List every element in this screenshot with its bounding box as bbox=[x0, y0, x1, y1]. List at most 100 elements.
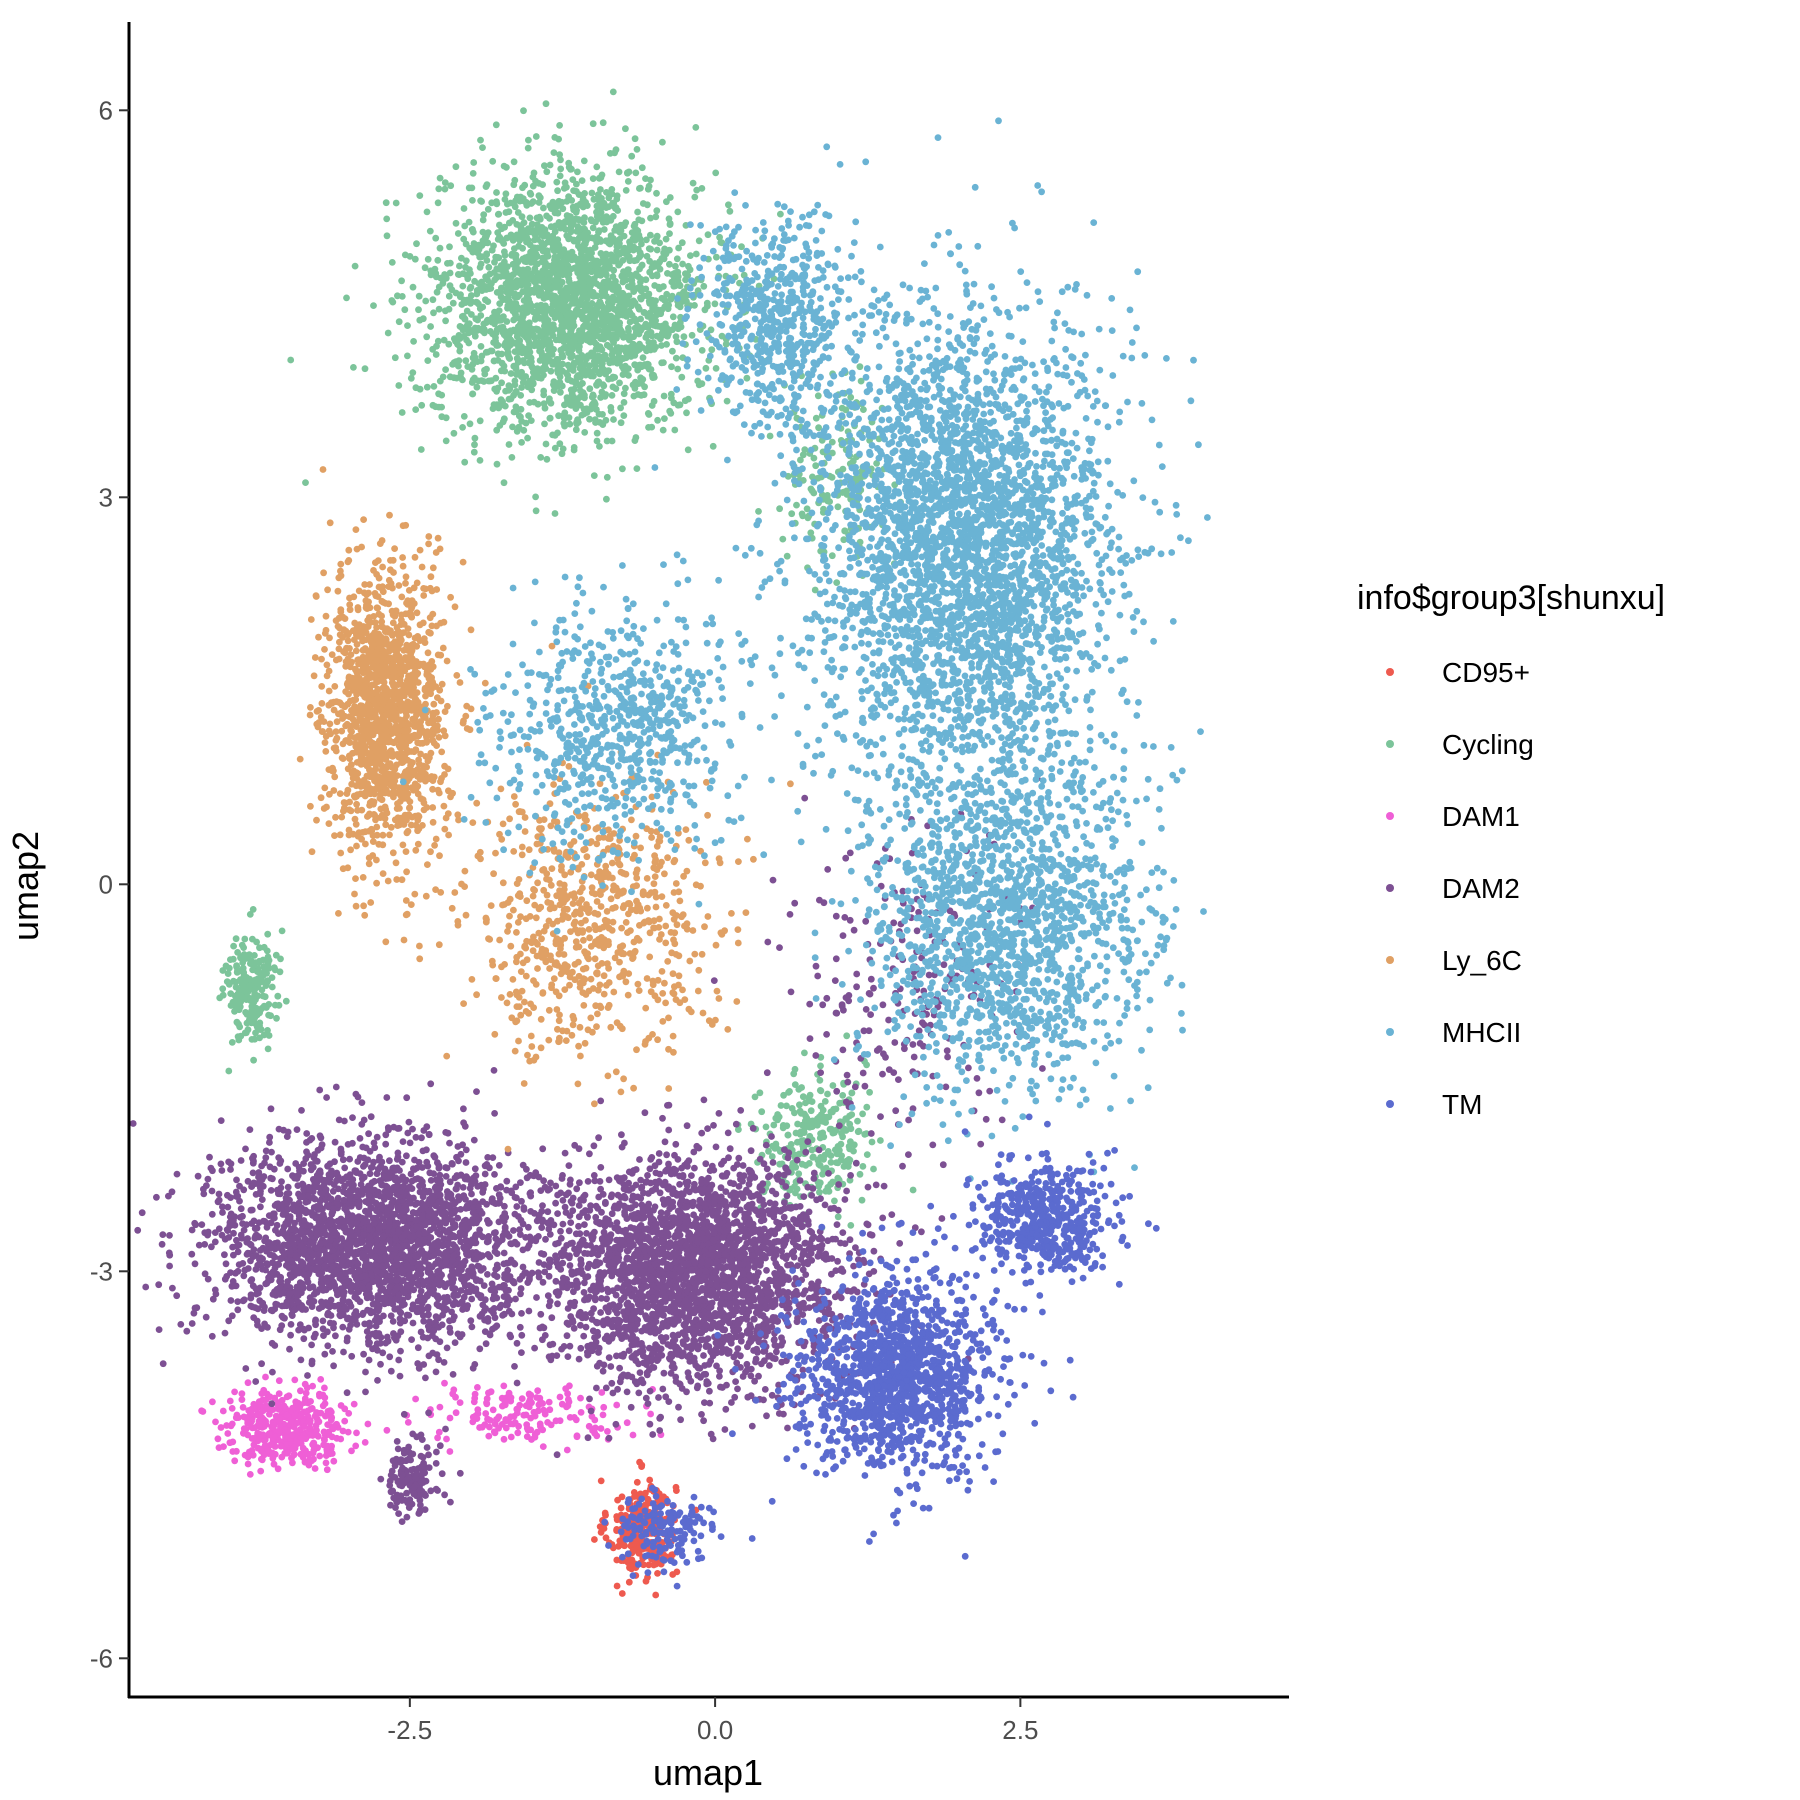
scatter-point bbox=[466, 266, 473, 273]
scatter-point bbox=[646, 299, 653, 307]
scatter-point bbox=[586, 385, 594, 393]
scatter-point bbox=[183, 1327, 191, 1335]
scatter-point bbox=[239, 982, 247, 989]
scatter-point bbox=[518, 417, 525, 425]
scatter-point bbox=[484, 1271, 491, 1278]
scatter-point bbox=[219, 985, 227, 993]
scatter-point bbox=[647, 231, 654, 239]
scatter-point bbox=[474, 1406, 482, 1414]
scatter-point bbox=[586, 362, 593, 369]
scatter-point bbox=[391, 354, 399, 362]
scatter-point bbox=[639, 200, 647, 207]
scatter-point bbox=[405, 1311, 413, 1319]
scatter-point bbox=[599, 360, 606, 367]
scatter-point bbox=[442, 366, 449, 373]
scatter-point bbox=[635, 305, 643, 313]
scatter-point bbox=[276, 1417, 284, 1425]
scatter-point bbox=[637, 287, 645, 295]
scatter-point bbox=[622, 219, 630, 227]
scatter-point bbox=[578, 246, 586, 254]
scatter-point bbox=[482, 273, 489, 281]
scatter-point bbox=[468, 1323, 476, 1331]
scatter-point bbox=[833, 579, 841, 586]
scatter-point bbox=[575, 287, 582, 294]
scatter-point bbox=[616, 251, 623, 258]
scatter-point bbox=[603, 473, 611, 481]
scatter-point bbox=[673, 338, 681, 346]
scatter-point bbox=[554, 429, 561, 437]
scatter-point bbox=[656, 265, 664, 273]
scatter-point bbox=[856, 363, 864, 371]
scatter-point bbox=[799, 1093, 807, 1101]
scatter-point bbox=[847, 393, 855, 401]
scatter-point bbox=[541, 420, 548, 428]
scatter-point bbox=[617, 419, 625, 427]
scatter-point bbox=[222, 962, 230, 970]
scatter-point bbox=[592, 419, 599, 426]
scatter-point bbox=[529, 198, 537, 206]
scatter-point bbox=[810, 454, 818, 462]
scatter-point bbox=[512, 403, 520, 411]
scatter-point bbox=[476, 1424, 483, 1431]
scatter-point bbox=[297, 1450, 305, 1458]
scatter-point bbox=[198, 1407, 206, 1415]
scatter-point bbox=[637, 295, 645, 303]
scatter-point bbox=[550, 149, 558, 157]
scatter-point bbox=[834, 503, 842, 511]
scatter-point bbox=[510, 316, 517, 324]
scatter-point bbox=[477, 343, 485, 350]
scatter-point bbox=[600, 1525, 608, 1532]
scatter-point bbox=[688, 331, 696, 339]
scatter-point bbox=[470, 1136, 478, 1144]
scatter-point bbox=[541, 311, 548, 319]
scatter-point bbox=[565, 163, 573, 171]
scatter-point bbox=[701, 306, 709, 314]
scatter-point bbox=[641, 383, 648, 391]
scatter-point bbox=[465, 329, 472, 337]
scatter-point bbox=[570, 444, 578, 451]
scatter-point bbox=[489, 317, 497, 325]
scatter-point bbox=[438, 391, 446, 399]
scatter-point bbox=[609, 296, 617, 304]
scatter-point bbox=[662, 320, 669, 328]
scatter-point bbox=[556, 305, 564, 313]
scatter-point bbox=[532, 250, 540, 258]
scatter-point bbox=[613, 195, 621, 203]
scatter-point bbox=[276, 968, 284, 976]
scatter-point bbox=[301, 1399, 308, 1406]
scatter-point bbox=[397, 1347, 404, 1355]
scatter-point bbox=[829, 1129, 837, 1137]
scatter-point bbox=[273, 1014, 280, 1022]
scatter-point bbox=[622, 354, 630, 362]
scatter-point bbox=[668, 271, 676, 278]
scatter-point bbox=[518, 1395, 526, 1402]
scatter-point bbox=[540, 204, 547, 212]
scatter-point bbox=[246, 982, 254, 989]
scatter-point bbox=[274, 992, 282, 1000]
scatter-point bbox=[566, 287, 574, 295]
scatter-point bbox=[478, 352, 486, 360]
scatter-point bbox=[620, 273, 627, 281]
scatter-point bbox=[530, 278, 538, 285]
scatter-point bbox=[660, 392, 668, 400]
scatter-point bbox=[460, 235, 468, 243]
scatter-point bbox=[631, 1493, 638, 1500]
scatter-point bbox=[776, 505, 783, 513]
scatter-point bbox=[825, 1188, 833, 1195]
scatter-point bbox=[580, 219, 588, 227]
scatter-point bbox=[435, 305, 443, 313]
scatter-point bbox=[269, 1175, 276, 1183]
scatter-point bbox=[289, 1404, 296, 1412]
scatter-point bbox=[812, 414, 820, 422]
scatter-point bbox=[169, 1284, 176, 1292]
scatter-point bbox=[522, 1402, 530, 1410]
scatter-point bbox=[332, 1332, 339, 1340]
scatter-point bbox=[631, 437, 639, 444]
scatter-point bbox=[383, 1094, 391, 1101]
scatter-point bbox=[588, 189, 596, 197]
scatter-point bbox=[755, 508, 762, 515]
scatter-point bbox=[585, 1422, 593, 1430]
scatter-point bbox=[569, 352, 576, 359]
scatter-point bbox=[591, 1536, 598, 1543]
scatter-point bbox=[282, 997, 290, 1005]
